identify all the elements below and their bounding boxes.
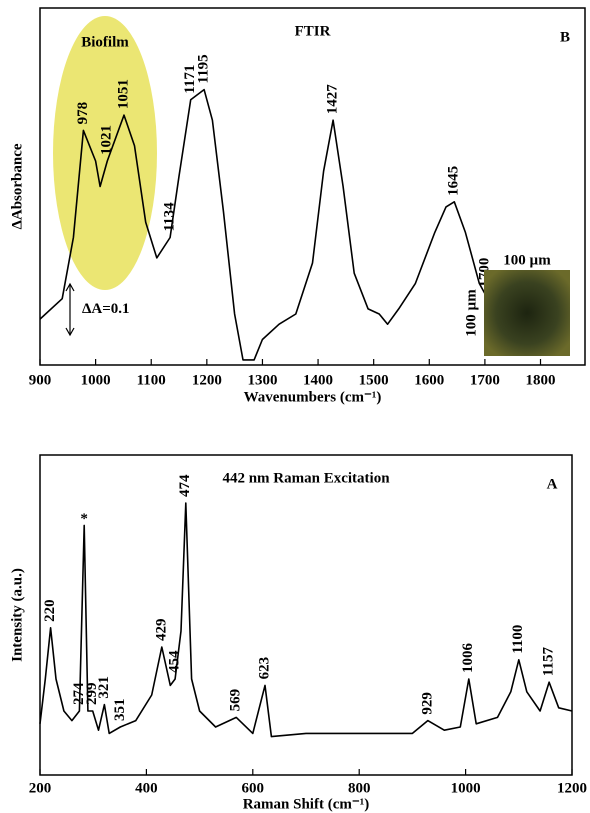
- peak-label: 1134: [162, 202, 178, 232]
- x-tick-label: 1000: [81, 372, 111, 388]
- inset-label-top: 100 µm: [503, 252, 551, 268]
- panel-label: A: [547, 476, 558, 492]
- chart-title: FTIR: [295, 23, 331, 39]
- annotation: *: [80, 511, 88, 527]
- y-axis-label: Intensity (a.u.): [9, 568, 25, 662]
- peak-label: 1051: [115, 79, 131, 109]
- peak-label: 321: [96, 676, 112, 699]
- x-tick-label: 1600: [414, 372, 444, 388]
- x-tick-label: 1500: [359, 372, 389, 388]
- highlight-label: Biofilm: [81, 34, 129, 50]
- y-axis-label: ΔAbsorbance: [9, 143, 25, 229]
- peak-label: 1171: [182, 65, 198, 94]
- peak-label: 929: [419, 692, 435, 715]
- peak-label: 569: [228, 689, 244, 712]
- x-tick-label: 1300: [247, 372, 277, 388]
- x-tick-label: 900: [29, 372, 52, 388]
- scale-label: ΔA=0.1: [82, 301, 130, 317]
- x-tick-label: 800: [348, 780, 371, 796]
- inset-image: [484, 270, 570, 356]
- peak-label: 1195: [195, 54, 211, 83]
- peak-label: 351: [112, 699, 128, 722]
- peak-label: 474: [177, 474, 193, 497]
- plot-frame: [39, 454, 573, 776]
- spectrum-line: [39, 88, 541, 361]
- x-tick-label: 1400: [303, 372, 333, 388]
- peak-label: 299: [84, 683, 100, 706]
- peak-label: 1427: [325, 84, 341, 115]
- x-tick-label: 1200: [192, 372, 222, 388]
- x-axis-label: Raman Shift (cm⁻¹): [243, 796, 370, 812]
- biofilm-highlight: [53, 16, 157, 290]
- x-tick-label: 400: [135, 780, 158, 796]
- peak-label: 978: [75, 102, 91, 125]
- peak-label: 429: [153, 619, 169, 642]
- peak-label: 1006: [460, 643, 476, 674]
- x-tick-label: 1700: [470, 372, 500, 388]
- x-tick-label: 1100: [137, 372, 166, 388]
- peak-label: 1157: [541, 647, 557, 677]
- panel-label: B: [560, 29, 570, 45]
- peak-label: 454: [167, 650, 183, 673]
- scale-arrow: [65, 282, 75, 337]
- peak-label: 220: [42, 599, 58, 622]
- plot-frame: [39, 7, 586, 366]
- spectrum-line: [39, 502, 573, 738]
- x-tick-label: 200: [29, 780, 52, 796]
- peak-label: 1645: [446, 166, 462, 196]
- peak-label: 623: [256, 657, 272, 680]
- x-axis-label: Wavenumbers (cm⁻¹): [244, 389, 382, 405]
- peak-label: 1100: [510, 625, 526, 654]
- chart-title: 442 nm Raman Excitation: [222, 470, 390, 486]
- x-tick-label: 600: [242, 780, 265, 796]
- x-tick-label: 1000: [451, 780, 481, 796]
- peak-label: 1021: [99, 125, 115, 155]
- inset-label-side: 100 µm: [463, 289, 479, 337]
- x-tick-label: 1800: [526, 372, 556, 388]
- x-tick-label: 1200: [557, 780, 587, 796]
- peak-label: 274: [71, 682, 87, 705]
